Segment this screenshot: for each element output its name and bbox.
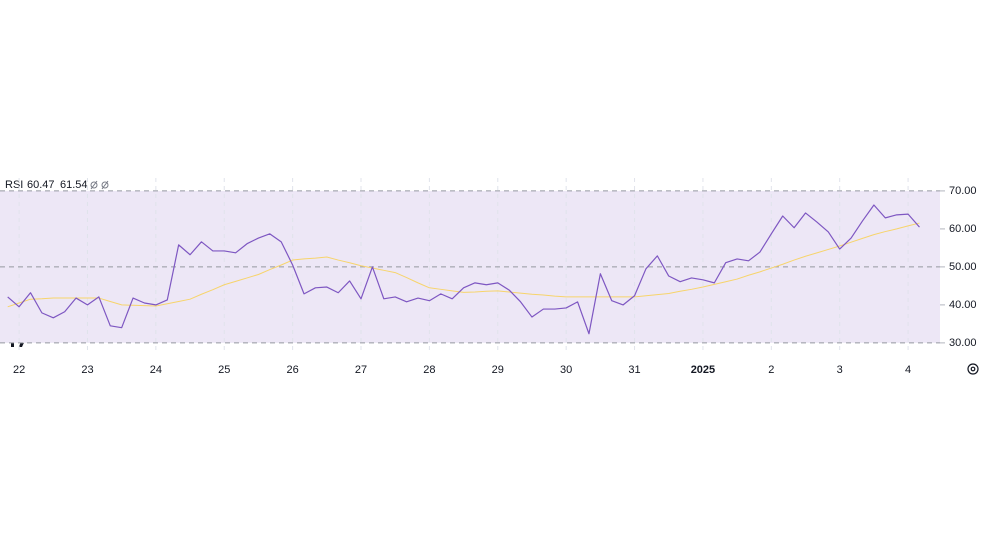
y-tick-label: 40.00 [949,299,977,311]
y-tick-label: 60.00 [949,223,977,235]
y-tick-label: 50.00 [949,261,977,273]
x-tick-label: 22 [13,364,25,376]
legend: RSI 60.47 61.54 [5,179,109,191]
x-tick-label: 28 [423,364,435,376]
x-tick-label: 24 [150,364,162,376]
y-tick-label: 70.00 [949,185,977,197]
y-tick-label: 30.00 [949,337,977,349]
series-line [7,204,920,335]
x-tick-label: 30 [560,364,572,376]
legend-value: 60.47 [27,179,55,191]
x-tick-label: 29 [492,364,504,376]
legend-label: RSI [5,179,23,191]
x-tick-label: 2 [768,364,774,376]
legend-value: 61.54 [60,179,88,191]
x-tick-label: 2025 [691,364,715,376]
x-tick-label: 4 [905,364,911,376]
x-tick-label: 27 [355,364,367,376]
x-tick-label: 26 [287,364,299,376]
x-tick-label: 3 [837,364,843,376]
x-tick-label: 23 [81,364,93,376]
x-tick-label: 25 [218,364,230,376]
hidden-icons[interactable] [90,180,109,190]
series-line [7,222,920,308]
x-tick-label: 31 [628,364,640,376]
settings-icon[interactable] [967,363,979,375]
